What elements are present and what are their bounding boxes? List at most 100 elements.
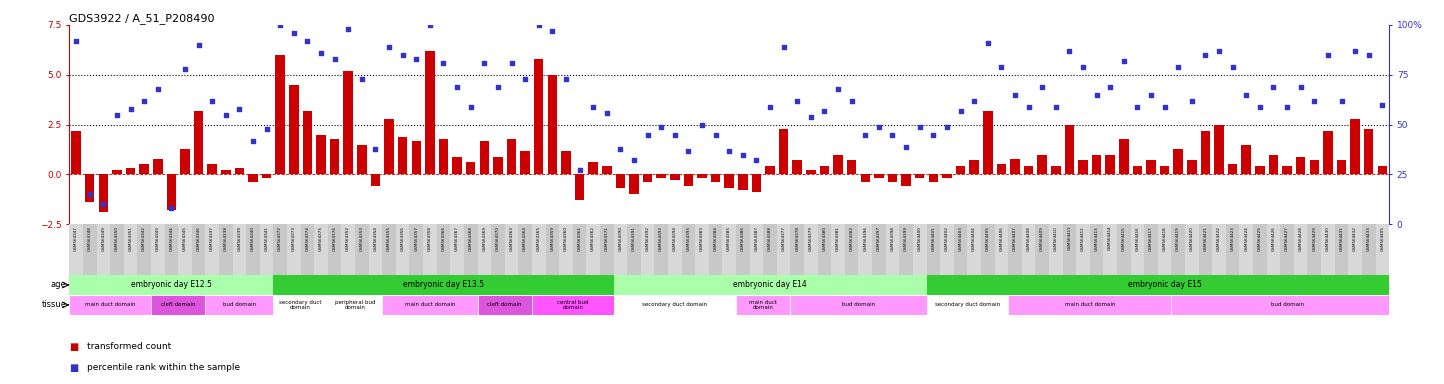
Text: GSM564371: GSM564371 xyxy=(605,226,609,251)
Text: GSM564422: GSM564422 xyxy=(1217,226,1222,251)
Point xyxy=(201,98,224,104)
Text: embryonic day E15: embryonic day E15 xyxy=(1128,280,1201,290)
Bar xyxy=(1119,139,1129,174)
Bar xyxy=(765,167,775,174)
Bar xyxy=(669,224,682,275)
Text: GSM564429: GSM564429 xyxy=(1313,226,1317,251)
Bar xyxy=(940,224,953,275)
Text: GSM564376: GSM564376 xyxy=(332,226,336,251)
Bar xyxy=(697,174,706,179)
Text: GSM564366: GSM564366 xyxy=(442,226,446,251)
Point xyxy=(677,147,700,154)
Bar xyxy=(1310,161,1318,174)
Bar xyxy=(1307,224,1321,275)
Text: main duct
domain: main duct domain xyxy=(749,300,777,310)
Text: GSM564418: GSM564418 xyxy=(1162,226,1167,250)
Bar xyxy=(1147,161,1155,174)
Bar xyxy=(683,174,693,186)
Text: GSM564368: GSM564368 xyxy=(469,226,472,251)
Bar xyxy=(193,111,204,174)
Point xyxy=(908,124,931,130)
Bar xyxy=(410,224,423,275)
Bar xyxy=(927,224,940,275)
Bar xyxy=(505,224,518,275)
Point xyxy=(1071,64,1095,70)
Bar xyxy=(1158,224,1171,275)
Text: GSM564428: GSM564428 xyxy=(1298,226,1302,251)
Bar xyxy=(531,295,614,315)
Point xyxy=(256,126,279,132)
Text: GSM564361: GSM564361 xyxy=(578,226,582,251)
Bar xyxy=(736,224,749,275)
Bar xyxy=(451,224,464,275)
Bar xyxy=(287,224,300,275)
Bar xyxy=(682,224,695,275)
Bar xyxy=(399,137,407,174)
Text: GSM564403: GSM564403 xyxy=(959,226,963,251)
Bar xyxy=(1214,125,1225,174)
Bar xyxy=(412,141,422,174)
Point xyxy=(1275,104,1298,110)
Text: GSM564354: GSM564354 xyxy=(374,226,377,251)
Bar xyxy=(273,295,328,315)
Point xyxy=(323,56,347,62)
Bar xyxy=(1008,295,1171,315)
Text: GSM564397: GSM564397 xyxy=(877,226,881,251)
Bar xyxy=(479,141,490,174)
Text: GSM564408: GSM564408 xyxy=(1027,226,1031,251)
Point xyxy=(336,26,360,32)
Bar xyxy=(1171,224,1186,275)
Bar xyxy=(300,224,315,275)
Bar xyxy=(518,224,531,275)
Bar xyxy=(1037,154,1047,174)
Bar xyxy=(793,161,801,174)
Bar xyxy=(848,161,856,174)
Text: GSM564369: GSM564369 xyxy=(482,226,487,251)
Bar xyxy=(995,224,1008,275)
Bar xyxy=(192,224,205,275)
Bar xyxy=(1090,224,1103,275)
Point xyxy=(853,131,877,137)
Point xyxy=(813,108,836,114)
Text: GSM564391: GSM564391 xyxy=(632,226,635,251)
Bar xyxy=(1266,224,1281,275)
Text: GSM564411: GSM564411 xyxy=(1067,226,1071,250)
Bar xyxy=(166,174,176,210)
Bar xyxy=(113,170,121,174)
Bar xyxy=(749,224,764,275)
Text: GSM564416: GSM564416 xyxy=(1135,226,1139,250)
Point xyxy=(446,84,469,90)
Bar xyxy=(205,224,219,275)
Text: GSM564427: GSM564427 xyxy=(1285,226,1289,251)
Bar xyxy=(752,174,761,192)
Bar xyxy=(1092,154,1102,174)
Text: GSM564364: GSM564364 xyxy=(523,226,527,251)
Point xyxy=(1343,48,1366,54)
Point xyxy=(1167,64,1190,70)
Text: GSM564432: GSM564432 xyxy=(1353,226,1357,251)
Bar xyxy=(261,174,271,179)
Bar xyxy=(820,167,829,174)
Bar xyxy=(980,224,995,275)
Text: GSM564355: GSM564355 xyxy=(387,226,391,251)
Bar xyxy=(126,169,136,174)
Point xyxy=(514,76,537,82)
Bar xyxy=(586,224,599,275)
Bar xyxy=(436,224,451,275)
Bar xyxy=(1242,144,1251,174)
Bar xyxy=(248,174,258,182)
Point xyxy=(868,124,891,130)
Point xyxy=(622,157,645,164)
Text: GSM564347: GSM564347 xyxy=(74,226,78,251)
Point xyxy=(921,131,944,137)
Text: bud domain: bud domain xyxy=(222,303,256,308)
Text: GSM564349: GSM564349 xyxy=(101,226,105,251)
Text: GSM564348: GSM564348 xyxy=(88,226,92,251)
Point xyxy=(1031,84,1054,90)
Text: GSM564375: GSM564375 xyxy=(319,226,323,251)
Bar xyxy=(1171,295,1402,315)
Text: GSM564425: GSM564425 xyxy=(1258,226,1262,251)
Bar xyxy=(452,157,462,174)
Bar xyxy=(1376,224,1389,275)
Bar xyxy=(1076,224,1090,275)
